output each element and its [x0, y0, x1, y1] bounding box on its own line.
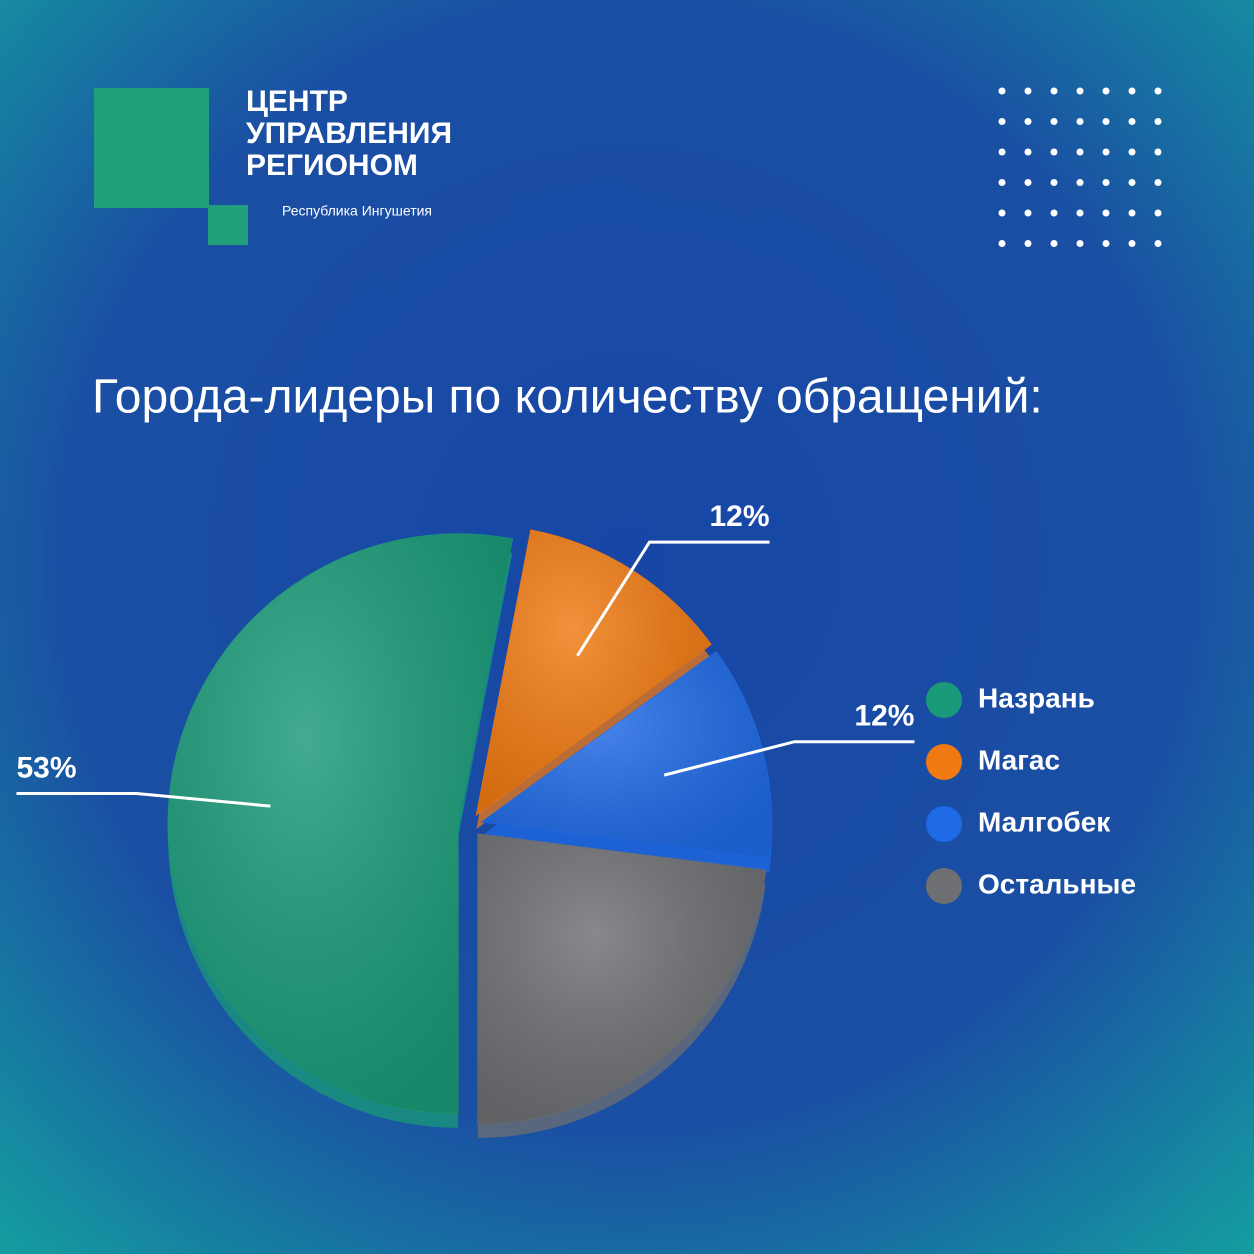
- dot: [998, 179, 1006, 186]
- dot: [1050, 179, 1058, 186]
- dot: [1050, 240, 1058, 247]
- data-label: 12%: [709, 500, 769, 533]
- logo-line: РЕГИОНОМ: [246, 149, 418, 182]
- dot: [998, 118, 1006, 125]
- dot: [1024, 240, 1032, 247]
- leader-line: [663, 740, 915, 777]
- chart-title: Города-лидеры по количеству обращений:: [92, 371, 1043, 424]
- dot: [1154, 209, 1162, 217]
- dot: [1154, 87, 1162, 95]
- legend-label: Назрань: [978, 682, 1095, 713]
- legend-label: Малгобек: [978, 806, 1111, 837]
- pie-shine: [477, 834, 766, 1125]
- dot: [1128, 240, 1136, 247]
- dot: [1102, 179, 1110, 186]
- dot: [1128, 148, 1136, 156]
- dot: [1076, 240, 1084, 247]
- logo-line: ЦЕНТР: [246, 85, 348, 118]
- pie-shine: [168, 533, 513, 1114]
- dot: [1154, 179, 1162, 186]
- dot: [1102, 148, 1110, 156]
- logo-line: УПРАВЛЕНИЯ: [246, 117, 452, 150]
- pie-shine: [481, 651, 772, 859]
- dot: [1154, 148, 1162, 156]
- legend-swatch: [926, 744, 962, 780]
- dot: [1102, 118, 1110, 125]
- legend-swatch: [926, 806, 962, 842]
- legend-swatch: [926, 868, 962, 904]
- dot: [1102, 87, 1110, 95]
- logo-square: [94, 88, 209, 208]
- dot: [1128, 118, 1136, 125]
- leader-line: [16, 791, 271, 808]
- dot: [1154, 118, 1162, 125]
- dot: [998, 87, 1006, 95]
- dot: [1076, 87, 1084, 95]
- dot: [1128, 87, 1136, 95]
- data-label: 53%: [16, 751, 76, 784]
- dot-grid: [998, 87, 1162, 247]
- legend-label: Остальные: [978, 868, 1136, 899]
- dot: [1076, 179, 1084, 186]
- dot: [998, 240, 1006, 247]
- dot: [1050, 87, 1058, 95]
- dot: [1128, 209, 1136, 217]
- legend-label: Магас: [978, 744, 1060, 775]
- dot: [1154, 240, 1162, 247]
- dot: [1024, 209, 1032, 217]
- dot: [1076, 209, 1084, 217]
- dot: [1024, 179, 1032, 186]
- data-label: 12%: [854, 700, 914, 733]
- dot: [1050, 118, 1058, 125]
- dot: [1128, 179, 1136, 186]
- pie-shine: [476, 530, 712, 815]
- dot: [1050, 148, 1058, 156]
- dot: [1050, 209, 1058, 217]
- dot: [998, 148, 1006, 156]
- dot: [998, 209, 1006, 217]
- dot: [1024, 118, 1032, 125]
- logo-subtitle: Республика Ингушетия: [282, 203, 432, 219]
- dot: [1024, 87, 1032, 95]
- logo-square-small: [208, 205, 248, 245]
- dot: [1102, 240, 1110, 247]
- legend-swatch: [926, 682, 962, 718]
- dot: [1076, 148, 1084, 156]
- leader-line: [576, 540, 770, 657]
- dot: [1024, 148, 1032, 156]
- dot: [1102, 209, 1110, 217]
- dot: [1076, 118, 1084, 125]
